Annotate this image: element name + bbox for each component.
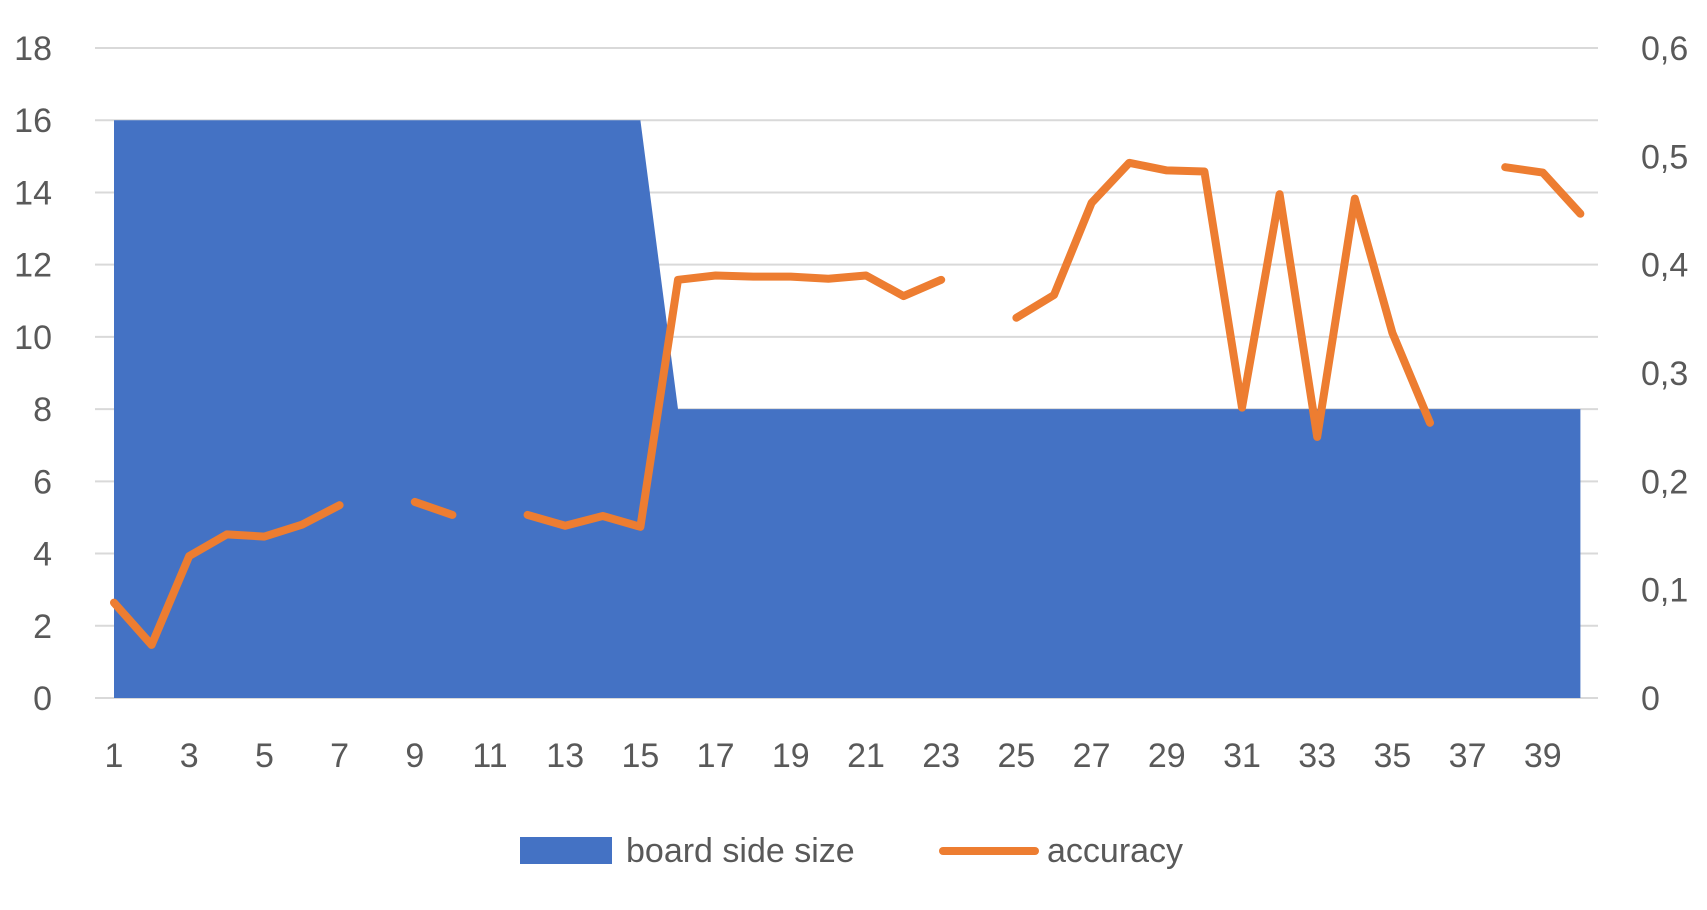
right-tick-label: 0,2 [1641,463,1688,501]
x-tick-label: 35 [1373,737,1411,775]
x-tick-label: 17 [697,737,735,775]
legend: board side size accuracy [520,832,1183,870]
right-tick-label: 0,5 [1641,138,1688,176]
x-tick-label: 13 [546,737,584,775]
right-tick-label: 0 [1641,680,1660,718]
x-tick-label: 7 [330,737,349,775]
right-tick-label: 0,1 [1641,572,1688,610]
x-tick-label: 11 [472,737,507,775]
right-axis-ticks: 0 0,1 0,2 0,3 0,4 0,5 0,6 [1641,30,1688,718]
accuracy-line [110,158,1585,649]
x-axis-ticks: 1 3 5 7 9 11 13 15 17 19 21 23 25 27 29 31 33 35 37 39 [105,737,1562,775]
accuracy-line-segment [110,501,344,649]
accuracy-line-segment [523,271,946,531]
left-axis-ticks: 0 2 4 6 8 10 12 14 16 18 [14,30,52,718]
accuracy-line-segment [1012,158,1434,441]
right-tick-label: 0,3 [1641,355,1688,393]
x-tick-label: 39 [1524,737,1562,775]
area-board-side-size [114,120,1581,698]
x-tick-label: 15 [621,737,659,775]
legend-swatch-board-side-size [520,837,612,864]
left-tick-label: 2 [33,608,52,646]
x-tick-label: 29 [1148,737,1186,775]
left-tick-label: 16 [14,102,52,140]
right-tick-label: 0,6 [1641,30,1688,68]
x-tick-label: 37 [1449,737,1487,775]
left-tick-label: 0 [33,680,52,718]
left-tick-label: 10 [14,319,52,357]
x-tick-label: 3 [180,737,199,775]
x-tick-label: 27 [1073,737,1111,775]
right-tick-label: 0,4 [1641,247,1688,285]
x-tick-label: 25 [997,737,1035,775]
x-tick-label: 5 [255,737,274,775]
legend-label-accuracy: accuracy [1047,832,1183,870]
x-tick-label: 33 [1298,737,1336,775]
x-tick-label: 23 [922,737,960,775]
x-tick-label: 21 [847,737,885,775]
left-tick-label: 14 [14,174,52,212]
accuracy-line-segment [410,497,457,519]
x-tick-label: 19 [772,737,810,775]
x-tick-label: 9 [405,737,424,775]
left-tick-label: 6 [33,463,52,501]
x-tick-label: 1 [105,737,124,775]
left-tick-label: 8 [33,391,52,429]
board-side-size-area [114,120,1581,698]
accuracy-line-segment [1501,163,1585,218]
x-tick-label: 31 [1223,737,1261,775]
left-tick-label: 4 [33,536,52,574]
left-tick-label: 18 [14,30,52,68]
left-tick-label: 12 [14,247,52,285]
legend-label-board-side-size: board side size [626,832,855,870]
